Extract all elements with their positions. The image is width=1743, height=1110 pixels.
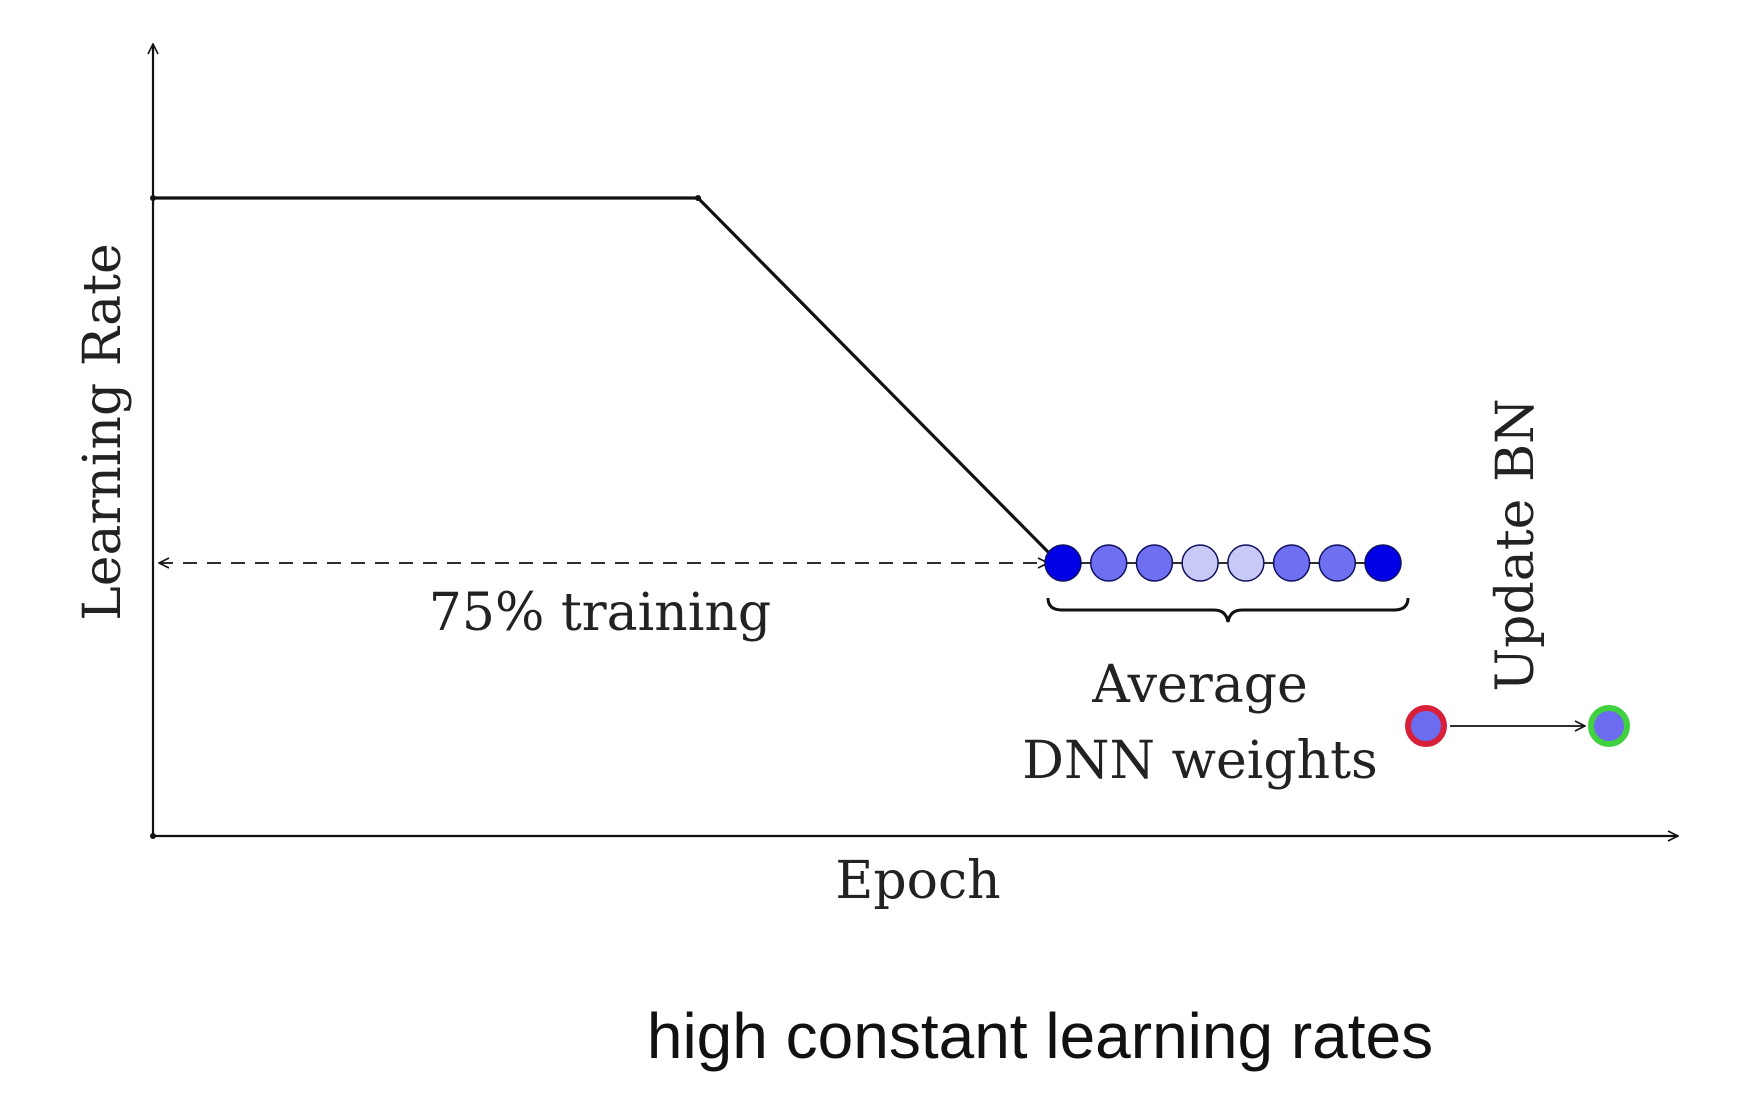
y-axis-label: Learning Rate [73,243,133,621]
average-label-line1: Average [1091,655,1308,715]
phase-annotation: 75% training [429,583,771,643]
model-after-bn [1588,705,1630,747]
origin-dot [150,833,156,839]
weight-snapshot-dot [1318,544,1357,582]
learning-rate-curve [153,196,1060,564]
x-axis-label: Epoch [835,851,1000,911]
weight-snapshots [1044,544,1402,582]
weight-snapshot-dot [1227,544,1265,582]
curve-start-dot [150,195,156,201]
weight-snapshot-dot [1181,544,1219,582]
weight-snapshot-dot [1089,544,1128,582]
average-brace [1046,597,1410,623]
curve-knee-dot [695,195,701,201]
weight-snapshot-dot [1272,544,1311,582]
caption: high constant learning rates [647,1000,1433,1072]
weight-snapshot-dot [1364,544,1402,582]
model-before-bn [1405,705,1447,747]
weight-snapshot-dot [1044,544,1082,582]
average-label-line2: DNN weights [1022,731,1378,791]
weight-snapshot-dot [1135,544,1174,582]
update-bn-label: Update BN [1486,398,1546,691]
